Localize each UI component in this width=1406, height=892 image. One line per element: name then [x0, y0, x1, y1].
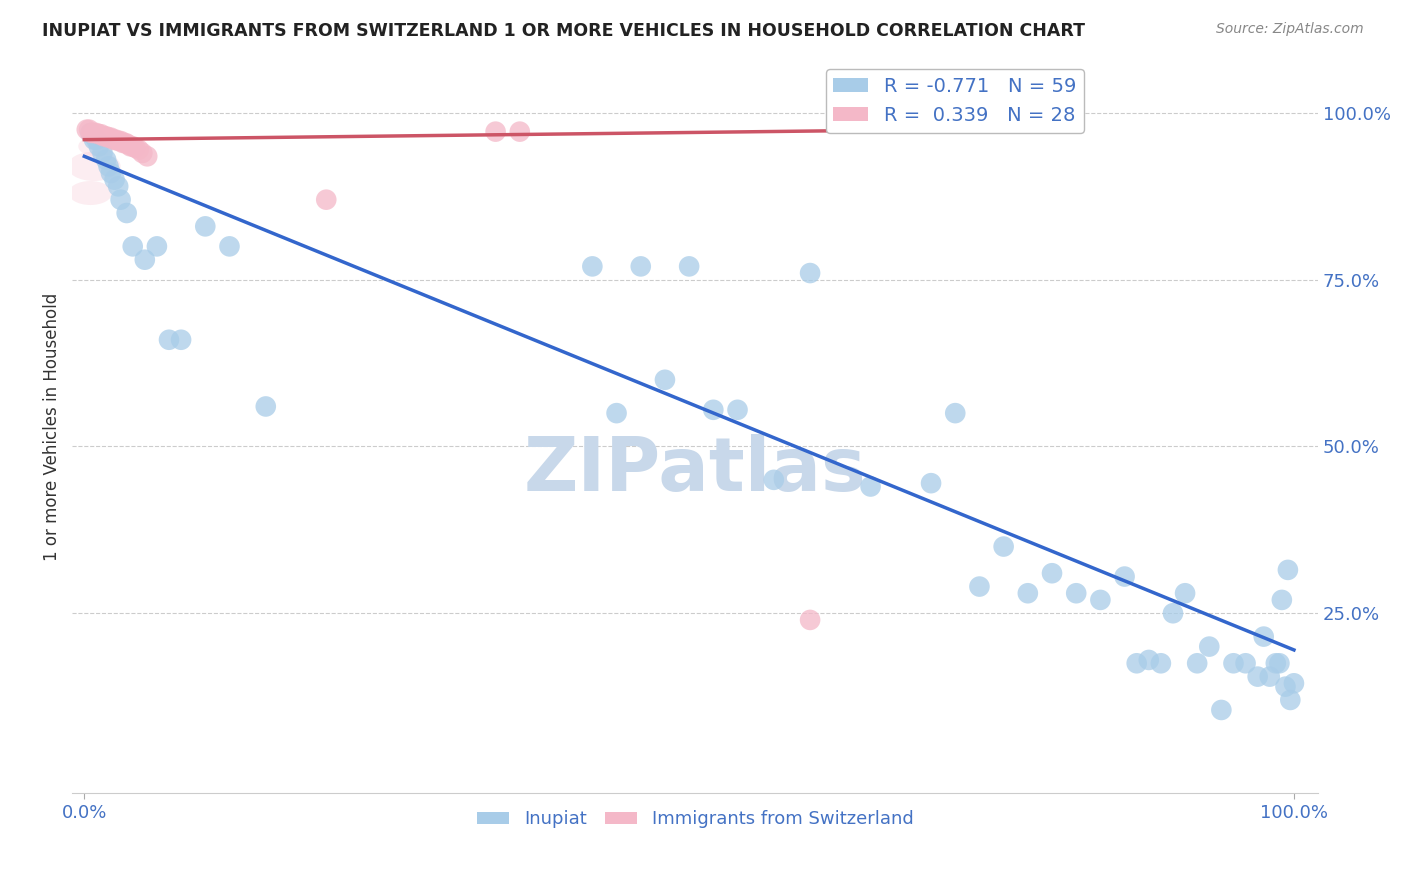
Point — [107, 179, 129, 194]
Point — [1185, 657, 1208, 671]
Point — [93, 129, 115, 144]
Point — [77, 122, 100, 136]
Point — [86, 133, 108, 147]
Point — [194, 219, 217, 234]
Point — [83, 133, 105, 147]
Point — [103, 172, 125, 186]
Point — [157, 333, 180, 347]
Point — [136, 149, 159, 163]
Point — [943, 406, 966, 420]
Point — [1253, 630, 1275, 644]
Point — [120, 139, 142, 153]
Point — [121, 239, 143, 253]
Point — [254, 400, 277, 414]
Text: ZIPatlas: ZIPatlas — [524, 434, 866, 507]
Point — [969, 580, 991, 594]
Point — [654, 373, 676, 387]
Point — [170, 333, 193, 347]
Point — [110, 134, 132, 148]
Point — [1125, 657, 1147, 671]
Point — [799, 266, 821, 280]
Point — [1174, 586, 1197, 600]
Point — [83, 126, 105, 140]
Point — [117, 137, 139, 152]
Point — [1234, 657, 1257, 671]
Point — [107, 134, 129, 148]
Point — [859, 479, 882, 493]
Point — [76, 122, 98, 136]
Point — [581, 260, 603, 274]
Circle shape — [69, 181, 112, 205]
Point — [1198, 640, 1220, 654]
Text: INUPIAT VS IMMIGRANTS FROM SWITZERLAND 1 OR MORE VEHICLES IN HOUSEHOLD CORRELATI: INUPIAT VS IMMIGRANTS FROM SWITZERLAND 1… — [42, 22, 1085, 40]
Point — [920, 476, 942, 491]
Point — [1114, 569, 1136, 583]
Point — [134, 252, 156, 267]
Point — [762, 473, 785, 487]
Point — [94, 129, 117, 144]
Point — [131, 146, 153, 161]
Point — [1090, 593, 1112, 607]
Point — [112, 136, 135, 150]
Point — [90, 128, 112, 142]
Point — [1258, 670, 1281, 684]
Point — [1246, 670, 1268, 684]
Point — [606, 406, 628, 420]
Point — [86, 126, 108, 140]
Point — [1137, 653, 1160, 667]
Point — [1271, 593, 1294, 607]
Point — [100, 130, 122, 145]
Point — [1161, 606, 1184, 620]
Point — [97, 159, 120, 173]
Point — [702, 402, 724, 417]
Point — [87, 139, 110, 153]
Point — [97, 130, 120, 145]
Point — [1264, 657, 1286, 671]
Point — [91, 146, 114, 161]
Point — [1274, 680, 1296, 694]
Point — [79, 126, 101, 140]
Point — [100, 166, 122, 180]
Circle shape — [79, 136, 114, 156]
Point — [799, 613, 821, 627]
Point — [80, 126, 103, 140]
Point — [727, 402, 749, 417]
Point — [1211, 703, 1233, 717]
Point — [94, 153, 117, 167]
Point — [315, 193, 337, 207]
Point — [630, 260, 652, 274]
Point — [87, 128, 110, 142]
Point — [103, 133, 125, 147]
Point — [114, 136, 136, 150]
Point — [1268, 657, 1291, 671]
Point — [146, 239, 169, 253]
Point — [1017, 586, 1039, 600]
Point — [1064, 586, 1087, 600]
Point — [484, 125, 506, 139]
Point — [115, 206, 138, 220]
Point — [128, 143, 150, 157]
Text: Source: ZipAtlas.com: Source: ZipAtlas.com — [1216, 22, 1364, 37]
Y-axis label: 1 or more Vehicles in Household: 1 or more Vehicles in Household — [44, 293, 60, 560]
Point — [1222, 657, 1244, 671]
Point — [104, 133, 127, 147]
Point — [124, 141, 146, 155]
Legend: Inupiat, Immigrants from Switzerland: Inupiat, Immigrants from Switzerland — [470, 803, 921, 836]
Point — [1279, 693, 1302, 707]
Circle shape — [67, 152, 121, 181]
Point — [1040, 566, 1063, 581]
Point — [110, 193, 132, 207]
Point — [1282, 676, 1305, 690]
Point — [678, 260, 700, 274]
Point — [121, 139, 143, 153]
Point — [218, 239, 240, 253]
Point — [509, 125, 531, 139]
Point — [993, 540, 1015, 554]
Point — [1277, 563, 1299, 577]
Point — [1150, 657, 1173, 671]
